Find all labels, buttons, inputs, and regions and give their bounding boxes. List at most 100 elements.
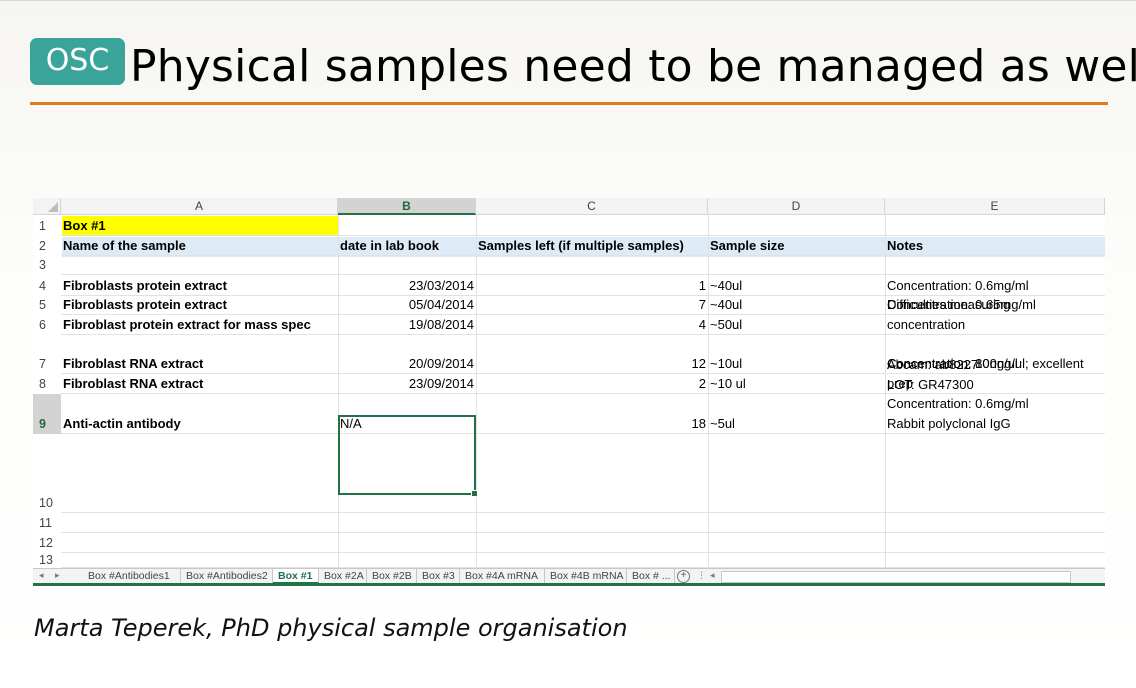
cell-e9-line[interactable]: Rabbit polyclonal IgG [887,416,1011,431]
sheet-tab[interactable]: Box # ... [627,569,675,584]
cell-c9[interactable]: 18 [691,416,706,431]
column-header-e[interactable]: E [885,198,1105,215]
gridline-horizontal [61,512,1105,513]
cell-d9[interactable]: ~5ul [710,416,735,431]
row-header-7[interactable]: 7 [39,357,46,371]
gridline-horizontal [61,255,1105,256]
cell-c6[interactable]: 4 [698,317,706,332]
slide-caption: Marta Teperek, PhD physical sample organ… [34,614,628,642]
cell-a2[interactable]: Name of the sample [63,238,186,253]
cell-a6[interactable]: Fibroblast protein extract for mass spec [63,317,311,332]
slide-title: Physical samples need to be managed as w… [130,41,1136,92]
header-row-fill [62,237,1105,257]
cell-b9[interactable]: N/A [340,416,362,431]
column-header-b[interactable]: B [338,198,476,215]
sheet-tab[interactable]: Box #Antibodies2 [181,569,273,584]
cell-a8[interactable]: Fibroblast RNA extract [63,376,204,391]
cell-d5[interactable]: ~40ul [710,297,743,312]
cell-e5-line[interactable]: Concentration: 0.65mg/ml [887,297,1036,312]
more-options-icon[interactable]: ⋮ [697,570,706,580]
cell-b8[interactable]: 23/09/2014 [408,376,474,391]
row-header-3[interactable]: 3 [39,258,46,272]
cell-b6[interactable]: 19/08/2014 [408,317,474,332]
gridline-vertical [885,215,886,568]
cell-e9-line[interactable]: LOT: GR47300 [887,376,974,392]
select-all-corner[interactable] [33,198,61,215]
gridline-horizontal [61,393,1105,394]
horizontal-scrollbar[interactable] [721,571,1071,583]
sheet-tab[interactable]: Box #2A [319,569,367,584]
cell-e7-line[interactable]: Concentration: 80ng/ul [887,356,1018,371]
gridline-horizontal [61,567,1105,568]
cell-b2[interactable]: date in lab book [340,238,439,253]
cell-e6-line[interactable]: concentration [887,317,966,332]
cell-c7[interactable]: 12 [691,356,706,371]
cell-a9[interactable]: Anti-actin antibody [63,416,181,431]
cell-b5[interactable]: 05/04/2014 [408,297,474,312]
cell-d8[interactable]: ~10 ul [710,376,746,391]
sheet-tab-bar: ◂ ▸ Box #Antibodies1 Box #Antibodies2 Box … [33,568,1105,586]
gridline-horizontal [61,274,1105,275]
row-header-2[interactable]: 2 [39,239,46,253]
gridline-horizontal [61,433,1105,434]
gridline-vertical [708,215,709,568]
selected-cell-b9[interactable] [338,415,478,497]
row-header-6[interactable]: 6 [39,318,46,332]
gridline-horizontal [61,235,1105,236]
row-header-8[interactable]: 8 [39,377,46,391]
cell-a5[interactable]: Fibroblasts protein extract [63,297,227,312]
gridline-horizontal [61,532,1105,533]
row-header-1[interactable]: 1 [39,219,46,233]
add-sheet-icon[interactable]: + [677,570,690,583]
cell-e6-line[interactable]: Difficulties measuring [887,297,1011,313]
column-header-a[interactable]: A [61,198,338,215]
row-header-13[interactable]: 13 [39,553,53,567]
cell-d4[interactable]: ~40ul [710,278,743,293]
cell-a4[interactable]: Fibroblasts protein extract [63,278,227,293]
cell-c5[interactable]: 7 [698,297,706,312]
tab-scroll-right-icon[interactable]: ▸ [55,570,60,580]
gridline-vertical [338,215,339,568]
cell-e8-line[interactable]: Concentration: 100ng/ul; excellent [887,356,1084,372]
sheet-tab[interactable]: Box #Antibodies1 [83,569,181,584]
osc-badge: OSC [30,38,125,85]
cell-b4[interactable]: 23/03/2014 [408,278,474,293]
cell-c2[interactable]: Samples left (if multiple samples) [478,238,684,253]
title-underline [30,102,1108,105]
row-header-4[interactable]: 4 [39,279,46,293]
row-header-12[interactable]: 12 [39,536,53,550]
column-header-d[interactable]: D [708,198,885,215]
tab-scroll-left-icon[interactable]: ◂ [39,570,44,580]
row-header-11[interactable]: 11 [39,516,52,530]
gridline-vertical [476,215,477,568]
cell-c8[interactable]: 2 [698,376,706,391]
cell-d2[interactable]: Sample size [710,238,785,253]
cell-e9-line[interactable]: Abcam: ab8227 [887,357,979,373]
cell-d6[interactable]: ~50ul [710,317,743,332]
cell-a7[interactable]: Fibroblast RNA extract [63,356,204,371]
cell-e8-line[interactable]: prep [887,376,914,391]
sheet-tab[interactable]: Box #2B [367,569,417,584]
sheet-tab[interactable]: Box #3 [417,569,460,584]
cell-b7[interactable]: 20/09/2014 [408,356,474,371]
tab-bar-accent [33,583,1105,586]
cell-e4-line[interactable]: Concentration: 0.6mg/ml [887,278,1029,293]
gridline-horizontal [61,314,1105,315]
row-header-5[interactable]: 5 [39,298,46,312]
cell-d7[interactable]: ~10ul [710,356,743,371]
highlight-yellow-cell [62,216,338,236]
cell-c4[interactable]: 1 [698,278,706,293]
gridline-horizontal [61,295,1105,296]
sheet-tab[interactable]: Box #1 [273,569,319,584]
row-header-9[interactable]: 9 [33,394,61,434]
row-header-10[interactable]: 10 [39,496,53,510]
sheet-tab[interactable]: Box #4B mRNA [545,569,627,584]
cell-e2-line[interactable]: Notes [887,238,924,253]
gridline-horizontal [61,552,1105,553]
hscroll-left-icon[interactable]: ◂ [710,570,715,580]
cell-a1[interactable]: Box #1 [63,218,106,233]
column-header-c[interactable]: C [476,198,708,215]
sheet-tab[interactable]: Box #4A mRNA [460,569,545,584]
cell-e9-line[interactable]: Concentration: 0.6mg/ml [887,396,1029,412]
